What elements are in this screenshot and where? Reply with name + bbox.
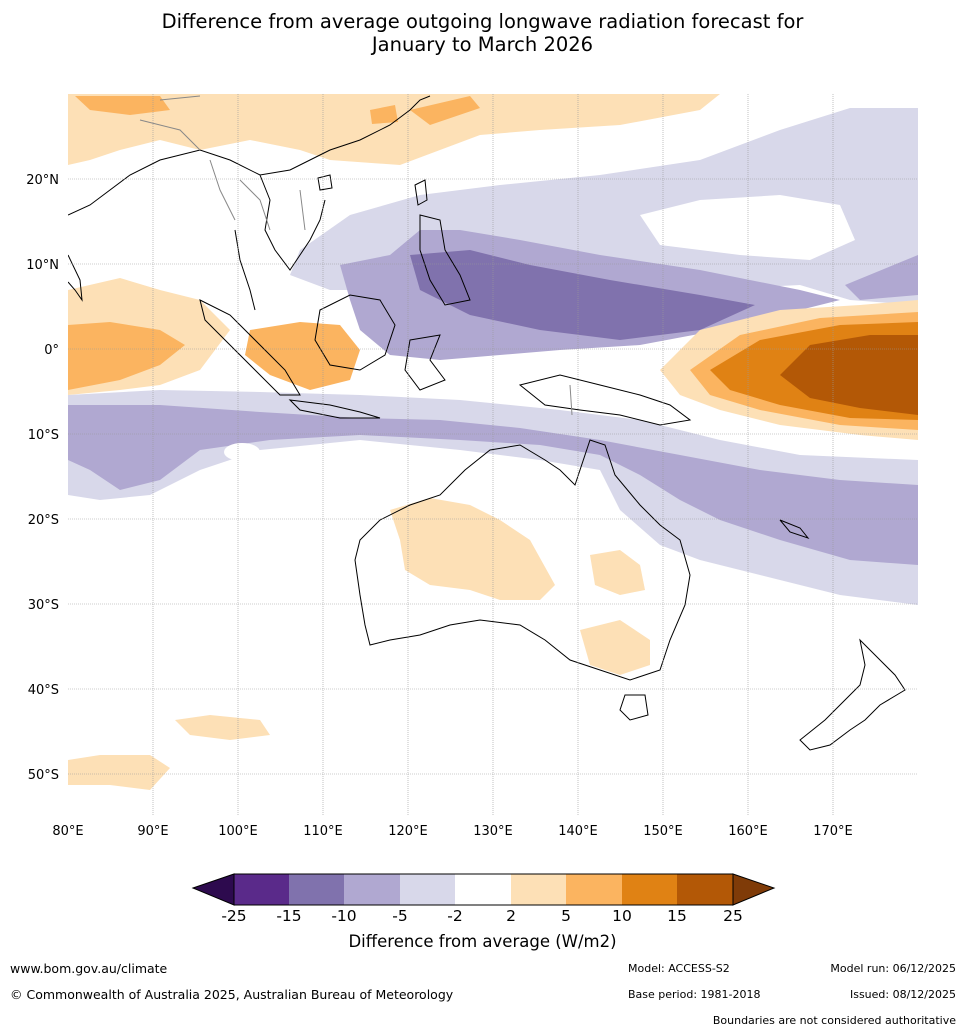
- colorbar-tick: 2: [506, 907, 516, 925]
- website-link[interactable]: www.bom.gov.au/climate: [10, 961, 168, 976]
- anomaly-region-positive-qld: [590, 550, 645, 595]
- anomaly-region-positive-pacific-max: [780, 335, 918, 415]
- colorbar-segment: [511, 874, 566, 905]
- lon-label: 110°E: [303, 824, 343, 839]
- coast-borneo: [314, 294, 396, 371]
- lat-label: 30°S: [28, 598, 59, 613]
- lat-label: 20°S: [28, 513, 59, 528]
- coast-taiwan: [414, 179, 428, 206]
- colorbar-segment: [344, 874, 400, 905]
- anomaly-region-positive-vic: [580, 620, 650, 675]
- colorbar-segment: [234, 874, 289, 905]
- colorbar-segment: [677, 874, 733, 905]
- coast-new-caledonia: [779, 519, 810, 540]
- lon-label: 120°E: [388, 824, 428, 839]
- lon-label: 80°E: [52, 824, 83, 839]
- lon-label: 90°E: [137, 824, 168, 839]
- model-text: Model: ACCESS-S2: [628, 962, 730, 975]
- anomaly-region-negative-pacific-right: [845, 255, 918, 300]
- model-run-text: Model run: 06/12/2025: [830, 962, 956, 975]
- coast-new-zealand: [799, 638, 906, 751]
- coast-tasmania: [619, 694, 649, 721]
- lon-label: 100°E: [218, 824, 258, 839]
- colorbar-segment: [566, 874, 622, 905]
- colorbar-tick: -5: [392, 907, 408, 925]
- lat-label: 10°N: [26, 258, 59, 273]
- lat-label: 50°S: [28, 768, 59, 783]
- colorbar-segment: [455, 874, 511, 905]
- lat-label: 20°N: [26, 173, 59, 188]
- colorbar: [191, 873, 776, 906]
- anomaly-region-positive-south-2: [68, 755, 170, 790]
- lon-label: 140°E: [558, 824, 598, 839]
- colorbar-tick: 25: [723, 907, 743, 925]
- forecast-map: 20°N 10°N 0° 10°S 20°S 30°S 40°S 50°S 80…: [26, 94, 918, 839]
- gridlines: [68, 94, 918, 815]
- anomaly-region-positive-china: [68, 94, 720, 165]
- coast-philippines: [419, 214, 471, 306]
- anomaly-region-positive-wa: [390, 498, 555, 600]
- anomaly-region-positive-china-core: [75, 96, 480, 125]
- title-line-1: Difference from average outgoing longwav…: [161, 10, 804, 33]
- copyright-text: © Commonwealth of Australia 2025, Austra…: [10, 987, 454, 1002]
- lat-label: 0°: [44, 343, 59, 358]
- anomaly-region-neutral-small: [224, 443, 260, 461]
- coast-java: [288, 399, 381, 419]
- coast-asia-mainland: [68, 95, 431, 311]
- anomaly-region-negative-south-band-light: [68, 390, 918, 605]
- chart-title: Difference from average outgoing longwav…: [0, 10, 965, 56]
- colorbar-tick: 10: [612, 907, 632, 925]
- disclaimer-text: Boundaries are not considered authoritat…: [712, 1014, 956, 1027]
- anomaly-region-positive-indian-core: [68, 322, 185, 390]
- coast-sulawesi: [404, 334, 446, 391]
- lon-labels: 80°E 90°E 100°E 110°E 120°E 130°E 140°E …: [52, 824, 852, 839]
- colorbar-tick: -15: [276, 907, 302, 925]
- colorbar-segment: [400, 874, 455, 905]
- lat-label: 40°S: [28, 683, 59, 698]
- colorbar-arrow-low: [191, 873, 235, 906]
- colorbar-segment: [622, 874, 677, 905]
- border-lines: [139, 95, 573, 416]
- anomaly-region-negative-strong: [410, 250, 755, 340]
- lon-label: 160°E: [728, 824, 768, 839]
- anomaly-region-positive-borneo: [245, 322, 360, 390]
- lat-label: 10°S: [28, 428, 59, 443]
- title-line-2: January to March 2026: [371, 33, 594, 56]
- anomaly-region-neutral-pacific: [640, 195, 855, 260]
- coast-new-guinea: [518, 374, 692, 426]
- colorbar-frame: [233, 873, 734, 906]
- country-borders: [139, 95, 573, 416]
- colorbar-tick: 5: [561, 907, 571, 925]
- coast-india: [68, 254, 83, 302]
- coastlines: [68, 95, 906, 751]
- colorbar-arrow-high: [732, 873, 776, 906]
- colorbar-title: Difference from average (W/m2): [348, 932, 617, 951]
- colorbar-tick: -25: [221, 907, 247, 925]
- colorbar-segment: [289, 874, 344, 905]
- lon-label: 130°E: [473, 824, 513, 839]
- anomaly-region-positive-south-1: [175, 715, 270, 740]
- base-period-text: Base period: 1981-2018: [628, 988, 761, 1001]
- colorbar-tick: 15: [667, 907, 687, 925]
- issued-text: Issued: 08/12/2025: [849, 988, 956, 1001]
- coast-sumatra: [199, 299, 301, 396]
- lon-label: 150°E: [643, 824, 683, 839]
- colorbar-tick: -10: [331, 907, 357, 925]
- lat-labels: 20°N 10°N 0° 10°S 20°S 30°S 40°S 50°S: [26, 173, 59, 783]
- lon-label: 170°E: [813, 824, 853, 839]
- coast-hainan: [317, 174, 333, 191]
- colorbar-tick: -2: [447, 907, 463, 925]
- coast-australia: [354, 439, 691, 681]
